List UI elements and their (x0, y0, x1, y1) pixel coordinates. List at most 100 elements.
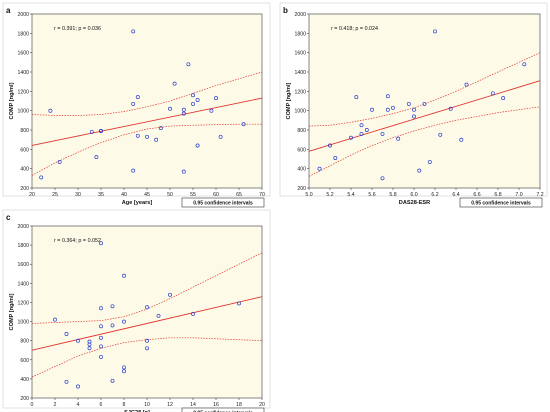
y-tick-label: 2000 (17, 12, 29, 18)
data-point (433, 29, 437, 34)
y-tick-label: 600 (20, 358, 29, 364)
data-point (110, 378, 115, 383)
plot-area (31, 13, 263, 189)
data-point (191, 311, 195, 316)
data-point (76, 338, 80, 343)
x-tick-label: 20 (259, 402, 265, 408)
data-point (99, 335, 103, 340)
panel-letter: a (6, 6, 11, 15)
data-point (53, 317, 57, 322)
data-point (145, 305, 149, 310)
y-tick-label: 1000 (17, 320, 29, 326)
y-tick-label: 200 (20, 186, 29, 192)
y-tick-label: 200 (297, 186, 306, 192)
ci-lower-line (31, 337, 263, 378)
legend-label: 0.95 confidence intervals (193, 411, 253, 412)
y-tick-label: 400 (20, 377, 29, 383)
data-point (490, 91, 495, 96)
y-tick-label: 1400 (17, 281, 29, 287)
correlation-annotation: r = 0.418; p = 0.024 (331, 26, 378, 32)
ci-upper-line (31, 71, 263, 116)
data-point (122, 369, 126, 374)
data-point (135, 95, 140, 100)
x-tick-label: 5.2 (326, 192, 333, 198)
x-tick-label: 7.2 (536, 192, 543, 198)
x-tick-label: 6 (100, 402, 103, 408)
x-tick-label: 65 (236, 192, 242, 198)
y-tick-label: 1800 (17, 31, 29, 37)
x-axis-label: SJC28 [n] (124, 410, 150, 412)
data-point (76, 384, 80, 389)
x-tick-label: 60 (213, 192, 219, 198)
x-tick-label: 0 (31, 402, 34, 408)
data-point (89, 129, 94, 134)
y-tick-label: 600 (20, 147, 29, 153)
data-point (154, 137, 159, 142)
x-tick-label: 5.4 (347, 192, 354, 198)
x-tick-label: 6.0 (410, 192, 417, 198)
ci-lower-line (308, 106, 541, 177)
data-point (218, 134, 223, 139)
data-point (39, 175, 44, 180)
data-point (99, 344, 103, 349)
data-point (48, 108, 53, 113)
y-axis-label: COMP [ng/ml] (9, 82, 15, 119)
data-point (99, 241, 103, 246)
chart-panel-a: a 200 400 600 800 1000 1200 1400 1600 1800 2000 20 2… (2, 2, 271, 208)
legend-box (459, 197, 543, 208)
data-point (214, 96, 218, 101)
x-tick-label: 6.4 (452, 192, 459, 198)
data-point (145, 338, 149, 343)
y-tick-label: 1600 (294, 51, 306, 57)
data-point (237, 301, 241, 306)
x-tick-label: 7.0 (515, 192, 522, 198)
data-point (317, 166, 322, 171)
data-point (459, 137, 464, 142)
x-tick-label: 16 (213, 402, 219, 408)
data-point (131, 168, 136, 173)
regression-line (31, 296, 263, 351)
y-tick-label: 1400 (294, 70, 306, 76)
y-tick-label: 800 (20, 339, 29, 345)
data-point (87, 339, 92, 344)
data-point (370, 107, 374, 112)
y-tick-label: 600 (297, 147, 306, 153)
data-point (191, 101, 195, 106)
y-tick-label: 1200 (294, 89, 306, 95)
x-tick-label: 6.2 (431, 192, 438, 198)
data-point (99, 324, 103, 329)
data-point (172, 81, 177, 86)
data-point (99, 129, 103, 133)
regression-line (308, 80, 541, 152)
x-tick-label: 14 (190, 402, 196, 408)
data-point (186, 62, 191, 67)
x-tick-label: 40 (121, 192, 127, 198)
x-tick-label: 5.8 (389, 192, 396, 198)
data-point (131, 29, 136, 34)
x-tick-label: 5.0 (305, 192, 312, 198)
data-point (122, 273, 126, 278)
data-point (364, 128, 369, 132)
data-point (385, 107, 390, 112)
chart-panel-c: c 200 400 600 800 1000 1200 1400 1600 1800 2000 0 2 4… (2, 209, 271, 412)
x-axis-label: DAS28-ESR (399, 200, 430, 206)
data-point (380, 131, 385, 136)
x-tick-label: 6.8 (494, 192, 501, 198)
data-point (195, 143, 200, 148)
legend-label: 0.95 confidence intervals (193, 201, 253, 207)
data-point (99, 306, 103, 311)
data-point (412, 114, 416, 119)
plot-area (31, 225, 263, 399)
y-tick-label: 1000 (294, 109, 306, 115)
y-tick-label: 1600 (17, 51, 29, 57)
data-point (412, 107, 416, 112)
data-point (94, 155, 99, 160)
x-tick-label: 35 (98, 192, 104, 198)
correlation-annotation: r = 0.364; p = 0.052 (54, 238, 101, 244)
data-point (99, 354, 103, 359)
data-point (181, 111, 186, 116)
legend-box (181, 197, 265, 208)
data-point (391, 105, 395, 110)
y-tick-label: 1400 (17, 70, 29, 76)
data-point (380, 176, 385, 181)
